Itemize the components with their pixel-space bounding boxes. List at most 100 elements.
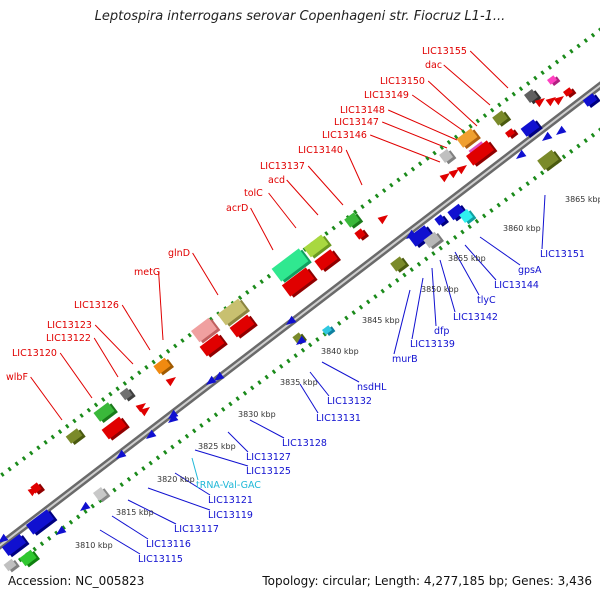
- forward-feature: [354, 228, 370, 241]
- scale-tick-label: 3820 kbp: [157, 475, 195, 484]
- forward-feature: [344, 212, 364, 229]
- gene-label-lic13132: LIC13132: [327, 396, 372, 407]
- reverse-arrow: [206, 375, 217, 386]
- reverse-feature: [582, 93, 600, 108]
- forward-feature: [191, 317, 221, 344]
- forward-arrow: [553, 95, 564, 106]
- gene-labels: wlbF LIC13120 LIC13122 LIC13123 LIC13126 metG…: [6, 46, 600, 565]
- forward-feature: [492, 110, 512, 127]
- forward-feature: [229, 314, 258, 339]
- gene-label-lic13117: LIC13117: [174, 524, 219, 535]
- gene-label-lic13151: LIC13151: [540, 249, 585, 260]
- forward-arrow: [439, 172, 450, 183]
- scale-tick-label: 3810 kbp: [75, 541, 113, 550]
- gene-label-lic13148: LIC13148: [340, 105, 385, 116]
- forward-feature: [303, 234, 332, 259]
- forward-arrow: [534, 97, 545, 108]
- forward-feature: [281, 267, 318, 298]
- forward-feature: [314, 249, 341, 273]
- gene-label-lic13119: LIC13119: [208, 510, 253, 521]
- reverse-feature: [408, 225, 435, 249]
- forward-feature: [466, 140, 498, 167]
- reverse-feature: [537, 149, 563, 172]
- forward-feature: [93, 402, 118, 424]
- gene-features: [0, 75, 600, 573]
- reverse-feature: [19, 549, 41, 568]
- callout-lines: [30, 50, 546, 555]
- gene-label-acrd: acrD: [226, 203, 248, 214]
- forward-feature: [505, 128, 519, 139]
- gene-label-lic13147: LIC13147: [334, 117, 379, 128]
- gene-label-glnd: glnD: [168, 248, 190, 259]
- forward-feature: [65, 428, 86, 445]
- reverse-feature: [458, 208, 477, 225]
- reverse-feature: [434, 214, 450, 227]
- gene-label-lic13116: LIC13116: [146, 539, 191, 550]
- gene-label-lic13125: LIC13125: [246, 466, 291, 477]
- reverse-arrow: [56, 525, 67, 536]
- gene-label-acd: acd: [268, 175, 285, 186]
- accession-label: Accession: NC_005823: [8, 574, 145, 588]
- gene-label-lic13144: LIC13144: [494, 280, 539, 291]
- gene-label-nsdhl: nsdHL: [357, 382, 387, 393]
- reverse-feature: [26, 509, 58, 536]
- gene-label-lic13127: LIC13127: [246, 452, 291, 463]
- forward-arrow: [139, 406, 150, 417]
- topology-summary: Topology: circular; Length: 4,277,185 bp…: [262, 574, 592, 588]
- forward-feature: [563, 87, 577, 98]
- scale-tick-label: 3840 kbp: [321, 347, 359, 356]
- gene-label-dfp: dfp: [434, 326, 449, 337]
- gene-label-lic13121: LIC13121: [208, 495, 253, 506]
- gene-label-lic13123: LIC13123: [47, 320, 92, 331]
- scale-tick-label: 3865 kbp: [565, 195, 600, 204]
- forward-feature: [119, 387, 136, 402]
- reverse-arrow: [556, 125, 567, 136]
- reverse-arrow: [296, 335, 307, 346]
- scale-tick-label: 3845 kbp: [362, 316, 400, 325]
- reverse-arrow: [0, 533, 9, 544]
- scale-tick-label: 3835 kbp: [280, 378, 318, 387]
- forward-feature: [547, 75, 561, 86]
- gene-label-trna-val-gac: tRNA-Val-GAC: [196, 480, 261, 491]
- reverse-feature: [1, 533, 30, 558]
- gene-label-lic13155: LIC13155: [422, 46, 467, 57]
- forward-feature: [199, 333, 228, 358]
- forward-arrow: [27, 486, 38, 497]
- forward-arrow: [456, 164, 467, 175]
- reverse-feature: [322, 325, 336, 336]
- reverse-feature: [520, 119, 543, 138]
- map-title: Leptospira interrogans serovar Copenhage…: [94, 9, 506, 24]
- scale-tick-label: 3855 kbp: [448, 254, 486, 263]
- gene-label-gpsa: gpsA: [518, 265, 542, 276]
- gene-label-wlbf: wlbF: [6, 372, 28, 383]
- forward-arrow: [377, 214, 388, 225]
- gene-label-lic13122: LIC13122: [46, 333, 91, 344]
- gene-label-murb: murB: [392, 354, 418, 365]
- scale-tick-label: 3860 kbp: [503, 224, 541, 233]
- forward-feature: [153, 357, 175, 376]
- gene-label-lic13126: LIC13126: [74, 300, 119, 311]
- forward-arrow: [545, 96, 556, 107]
- reverse-feature: [390, 256, 410, 273]
- gene-label-lic13146: LIC13146: [322, 130, 367, 141]
- forward-feature: [438, 148, 457, 165]
- forward-arrow: [135, 402, 146, 413]
- forward-feature: [217, 298, 250, 327]
- scale-tick-label: 3815 kbp: [116, 508, 154, 517]
- sequence-backbone: [0, 81, 600, 550]
- gene-label-tlyc: tlyC: [477, 295, 496, 306]
- reverse-arrow: [116, 449, 127, 460]
- forward-feature: [271, 248, 312, 283]
- reverse-arrow: [214, 371, 225, 382]
- gene-label-lic13150: LIC13150: [380, 76, 425, 87]
- forward-arrow: [165, 376, 176, 387]
- reverse-feature: [92, 486, 111, 503]
- gene-label-dac: dac: [425, 60, 442, 71]
- reverse-arrow: [146, 429, 157, 440]
- gene-label-lic13140: LIC13140: [298, 145, 343, 156]
- reverse-arrow: [168, 413, 179, 424]
- gene-label-tolc: tolC: [244, 188, 263, 199]
- reverse-arrow: [516, 149, 527, 160]
- reverse-feature: [3, 558, 20, 573]
